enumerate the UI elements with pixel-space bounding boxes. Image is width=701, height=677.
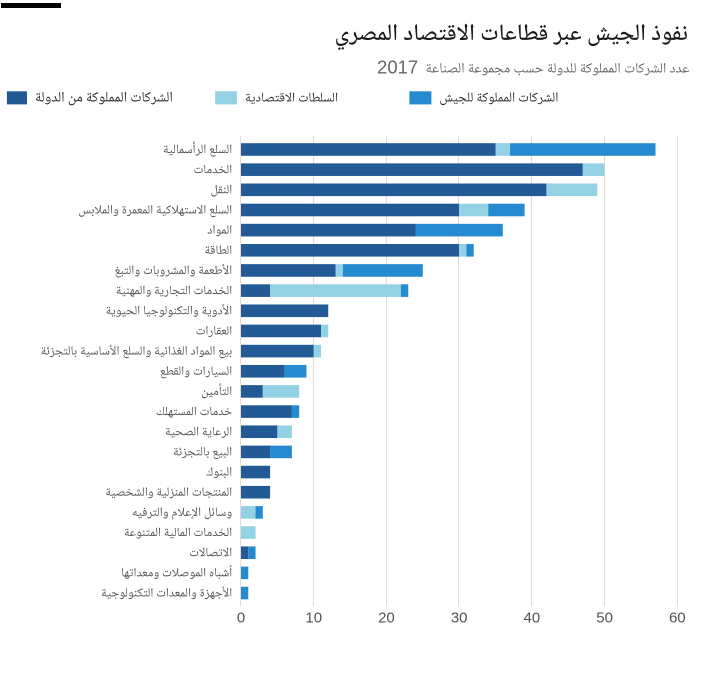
svg-text:50: 50 <box>596 610 613 627</box>
svg-text:10: 10 <box>305 610 322 627</box>
svg-text:0: 0 <box>237 610 245 627</box>
svg-text:60: 60 <box>669 610 686 627</box>
svg-text:30: 30 <box>451 610 468 627</box>
svg-text:40: 40 <box>524 610 541 627</box>
svg-text:20: 20 <box>378 610 395 627</box>
svg-text:2017: 2017 <box>377 56 418 77</box>
